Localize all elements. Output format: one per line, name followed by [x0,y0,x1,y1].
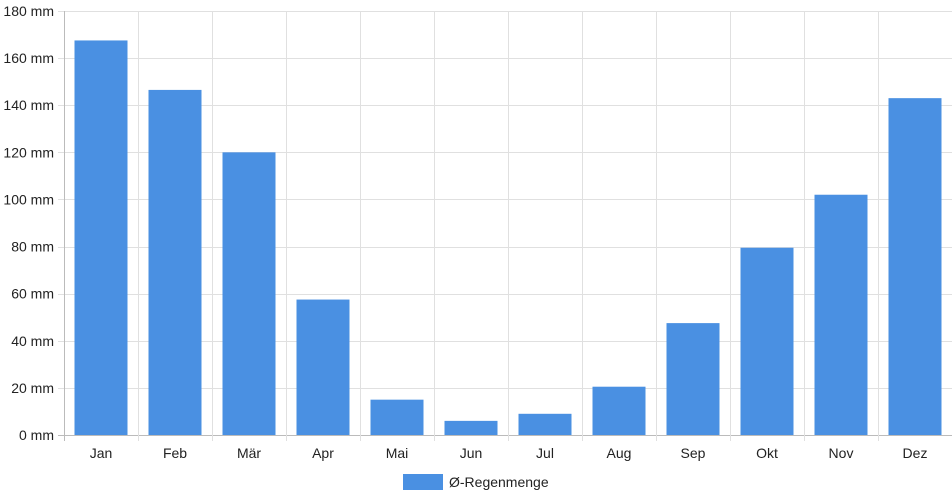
x-tick-label: Okt [756,445,778,461]
y-tick-label: 160 mm [3,50,54,66]
bars [74,40,942,436]
x-tick-label: Jan [90,445,113,461]
grid-lines [58,11,952,441]
x-tick-label: Dez [903,445,928,461]
y-tick-label: 20 mm [11,380,54,396]
x-tick-label: Apr [312,445,334,461]
x-tick-label: Jun [460,445,483,461]
bar-aug[interactable] [592,386,646,435]
bar-jun[interactable] [444,420,498,435]
x-tick-label: Aug [607,445,632,461]
y-axis-ticks: 0 mm 20 mm 40 mm 60 mm 80 mm 100 mm 120 mm 140 … [3,3,54,443]
y-tick-label: 100 mm [3,191,54,207]
x-tick-label: Sep [681,445,706,461]
x-tick-label: Feb [163,445,187,461]
y-tick-label: 140 mm [3,97,54,113]
bar-apr[interactable] [296,299,350,435]
bar-mai[interactable] [370,399,424,435]
legend-label: Ø-Regenmenge [449,474,549,490]
legend[interactable]: Ø-Regenmenge [403,473,549,491]
bar-feb[interactable] [148,89,202,436]
bar-sep[interactable] [666,323,720,435]
x-tick-label: Jul [536,445,554,461]
legend-swatch [403,474,443,490]
y-tick-label: 40 mm [11,333,54,349]
y-tick-label: 120 mm [3,144,54,160]
x-tick-label: Mär [237,445,261,461]
y-tick-label: 180 mm [3,3,54,19]
x-tick-label: Mai [386,445,409,461]
y-tick-label: 0 mm [19,427,54,443]
x-axis-ticks: Jan Feb Mär Apr Mai Jun Jul Aug Sep Okt Nov Dez [90,445,928,461]
bar-jan[interactable] [74,40,128,435]
bar-okt[interactable] [740,247,794,435]
x-tick-label: Nov [829,445,854,461]
bar-nov[interactable] [814,194,868,435]
y-tick-label: 60 mm [11,286,54,302]
bar-mär[interactable] [222,152,276,436]
bar-dez[interactable] [888,98,942,436]
bar-jul[interactable] [518,413,572,435]
y-tick-label: 80 mm [11,239,54,255]
